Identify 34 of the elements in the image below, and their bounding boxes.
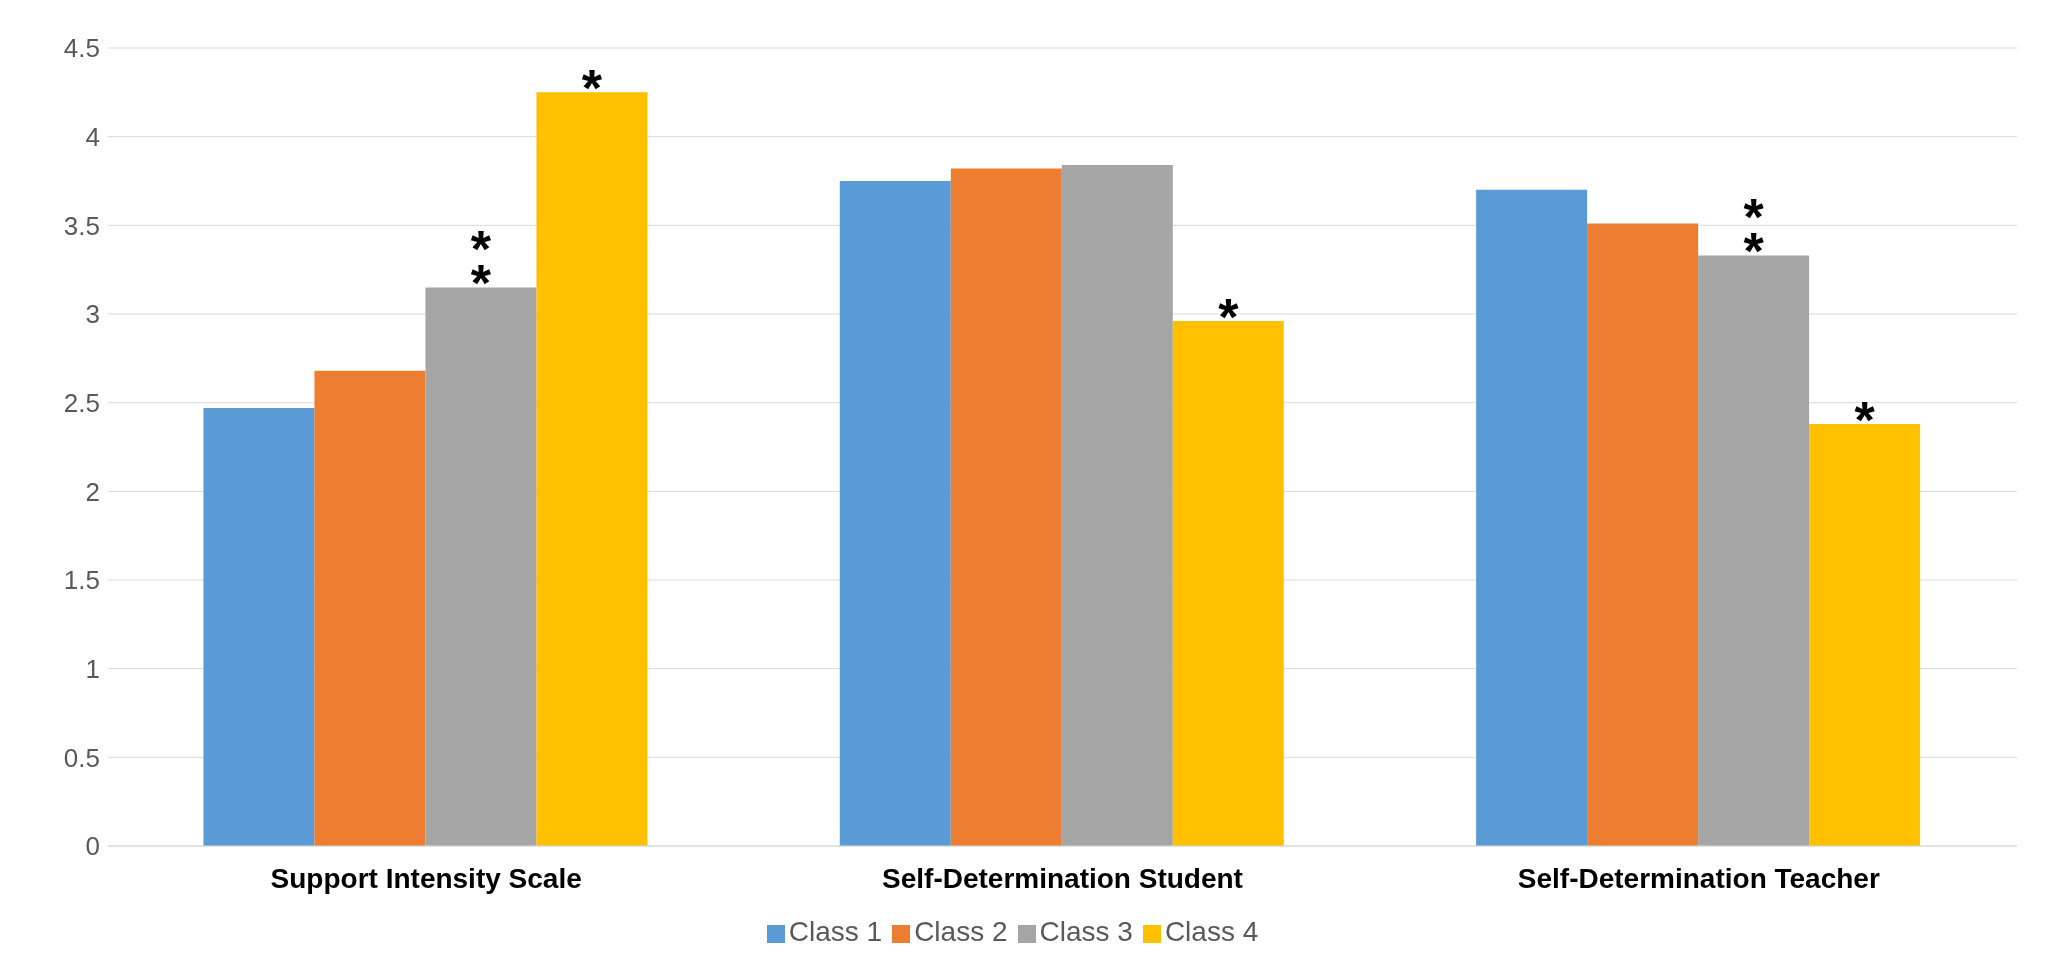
bar xyxy=(1698,255,1810,846)
bar xyxy=(1476,189,1588,846)
annotation: ** xyxy=(470,220,492,313)
y-tick-label: 0.5 xyxy=(63,742,100,773)
y-tick-label: 1 xyxy=(85,653,100,684)
legend-label: Class 3 xyxy=(1039,916,1133,947)
bar xyxy=(203,407,315,846)
legend-label: Class 4 xyxy=(1164,916,1259,947)
bar xyxy=(1809,423,1921,846)
bar xyxy=(950,168,1062,846)
x-tick-label: Self-Determination Teacher xyxy=(1517,862,1880,894)
y-tick-label: 3 xyxy=(85,299,100,330)
y-tick-label: 4.5 xyxy=(63,33,100,64)
annotation: * xyxy=(1218,288,1240,347)
y-tick-label: 0 xyxy=(85,831,100,862)
bar xyxy=(1061,165,1173,846)
bar xyxy=(839,181,951,846)
x-tick-label: Self-Determination Student xyxy=(882,862,1243,894)
bar xyxy=(536,92,648,846)
annotation: * xyxy=(1854,390,1876,449)
annotation: ** xyxy=(1743,188,1765,281)
bar xyxy=(1172,321,1284,846)
legend-label: Class 2 xyxy=(914,916,1008,947)
annotation: * xyxy=(581,59,603,118)
y-tick-label: 1.5 xyxy=(63,565,100,596)
bar xyxy=(1587,223,1699,846)
legend-label: Class 1 xyxy=(788,916,883,947)
x-tick-label: Support Intensity Scale xyxy=(270,862,582,894)
bar xyxy=(314,370,426,846)
y-tick-label: 4 xyxy=(85,121,100,152)
bar xyxy=(425,287,537,846)
y-tick-label: 3.5 xyxy=(63,210,100,241)
y-tick-label: 2 xyxy=(85,476,100,507)
y-tick-label: 2.5 xyxy=(63,387,100,418)
